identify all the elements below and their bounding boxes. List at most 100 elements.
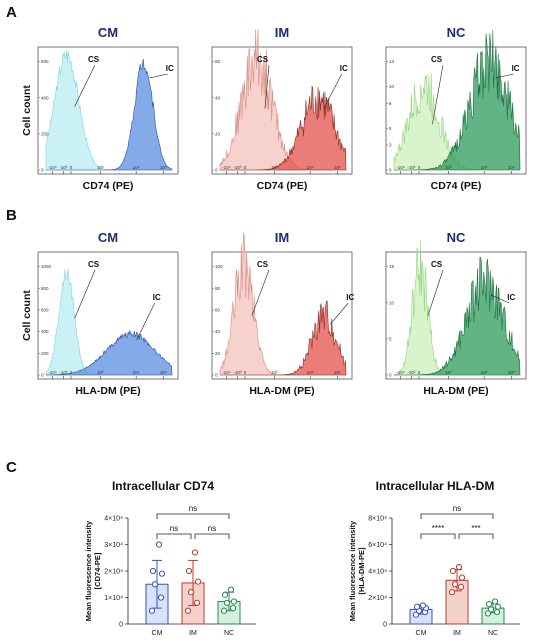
annotation-ic: IC	[340, 64, 348, 73]
arrow-ic	[330, 302, 349, 325]
x-tick-label: -10⁴	[48, 165, 57, 170]
data-point	[491, 598, 499, 605]
x-axis-label: CD74 (PE)	[257, 180, 308, 192]
group-title: CM	[98, 25, 118, 40]
x-tick-label: -10⁴	[396, 165, 405, 170]
x-tick-label: 10⁵	[334, 370, 341, 375]
x-tick-label: 0	[244, 370, 247, 375]
x-tick-label: 10⁴	[307, 370, 314, 375]
bar-chart-cd74: Intracellular CD74 0 1×10⁴ 2×10⁴ 3×10⁴ 4×10⁴ M…	[84, 479, 256, 637]
significance-label: ****	[432, 524, 444, 533]
group-title: CM	[98, 230, 118, 245]
annotation-cs: CS	[88, 260, 100, 269]
y-tick-label: 0	[119, 622, 123, 629]
x-tick-label: -10⁴	[396, 370, 405, 375]
y-axis-label-line1: Mean fluorescence intensity	[348, 520, 357, 621]
histogram-series-ic	[46, 58, 173, 171]
x-axis-label: CD74 (PE)	[83, 180, 134, 192]
x-tick-label: -10³	[407, 165, 416, 170]
x-tick-label: IM	[189, 630, 197, 637]
x-tick-label: 10⁴	[307, 165, 314, 170]
data-point	[155, 541, 163, 548]
significance-bracket	[194, 533, 230, 539]
data-point	[221, 591, 229, 598]
histogram-series-ic	[220, 300, 347, 376]
y-tick-label: 400	[41, 95, 49, 100]
annotation-ic: IC	[346, 293, 354, 302]
arrow-ic	[495, 73, 514, 79]
annotation-ic: IC	[166, 64, 174, 73]
data-point	[484, 610, 492, 617]
x-tick-label: 0	[418, 370, 421, 375]
y-tick-label: 0	[215, 168, 218, 173]
panel-letter-a: A	[6, 4, 17, 21]
bar-chart-title: Intracellular HLA-DM	[376, 479, 495, 493]
y-tick-label: 4×10⁴	[104, 516, 123, 523]
y-tick-label: 4×10⁴	[368, 569, 387, 576]
annotation-ic: IC	[153, 293, 161, 302]
x-axis-label: HLA-DM (PE)	[249, 385, 314, 397]
data-point	[457, 583, 465, 591]
x-axis-label: CD74 (PE)	[431, 180, 482, 192]
x-tick-label: -10³	[407, 370, 416, 375]
x-tick-label: -10⁴	[48, 370, 57, 375]
x-tick-label: 0	[418, 165, 421, 170]
y-tick-label: 0	[383, 622, 387, 629]
y-tick-label: 5	[389, 336, 392, 341]
x-tick-label: 10³	[97, 370, 104, 375]
y-axis-label-line2: [CD74-PE]	[93, 552, 102, 589]
y-tick-label: 0	[41, 168, 44, 173]
data-point	[158, 570, 166, 577]
data-point	[487, 606, 495, 613]
x-tick-label: 10⁵	[508, 165, 515, 170]
x-tick-label: 10³	[271, 165, 278, 170]
y-tick-label: 0	[389, 168, 392, 173]
panel-letter-b: B	[6, 207, 17, 224]
annotation-ic: IC	[512, 64, 520, 73]
bar-chart-hla-dm: Intracellular HLA-DM 0 2×10⁴ 4×10⁴ 6×10⁴ 8×10…	[348, 479, 520, 637]
histogram-series-ic	[394, 30, 521, 171]
data-point	[494, 603, 502, 610]
histogram-series-ic	[45, 330, 173, 376]
significance-bracket	[156, 513, 230, 519]
arrow-ic	[491, 294, 510, 304]
data-point	[185, 567, 193, 575]
group-title: NC	[447, 25, 466, 40]
y-tick-label: 60	[215, 59, 221, 64]
data-point	[485, 601, 493, 608]
annotation-cs: CS	[431, 260, 443, 269]
x-tick-label: NC	[224, 630, 234, 637]
y-tick-label: 8×10⁴	[368, 516, 387, 523]
x-axis-label: HLA-DM (PE)	[423, 385, 488, 397]
panel-letter-c: C	[6, 459, 17, 476]
annotation-ic: IC	[507, 293, 515, 302]
y-tick-label: 60	[215, 308, 221, 313]
significance-bracket	[420, 533, 456, 539]
arrow-cs	[74, 269, 96, 319]
y-tick-label: 200	[41, 351, 49, 356]
y-tick-label: 8	[389, 101, 392, 106]
x-tick-label: 10⁴	[481, 370, 488, 375]
data-point	[229, 605, 237, 612]
x-tick-label: -10⁴	[222, 370, 231, 375]
y-tick-label: 20	[215, 131, 221, 136]
annotation-cs: CS	[257, 260, 269, 269]
data-point	[448, 589, 456, 596]
x-tick-label: 10⁵	[160, 370, 167, 375]
data-point	[455, 563, 463, 571]
y-tick-label: 80	[215, 286, 221, 291]
data-point	[419, 602, 427, 609]
arrow-cs	[427, 269, 444, 316]
y-tick-label: 200	[41, 131, 49, 136]
y-tick-label: 3×10⁴	[104, 542, 123, 549]
data-point	[194, 578, 202, 585]
data-point	[148, 607, 156, 614]
group-title: NC	[447, 230, 466, 245]
significance-bracket	[458, 533, 494, 539]
y-tick-label: 2×10⁴	[368, 595, 387, 602]
histogram-series-ic	[394, 256, 521, 376]
x-tick-label: 10⁵	[160, 165, 167, 170]
bar-charts: Intracellular CD74 0 1×10⁴ 2×10⁴ 3×10⁴ 4×10⁴ M…	[84, 479, 520, 637]
